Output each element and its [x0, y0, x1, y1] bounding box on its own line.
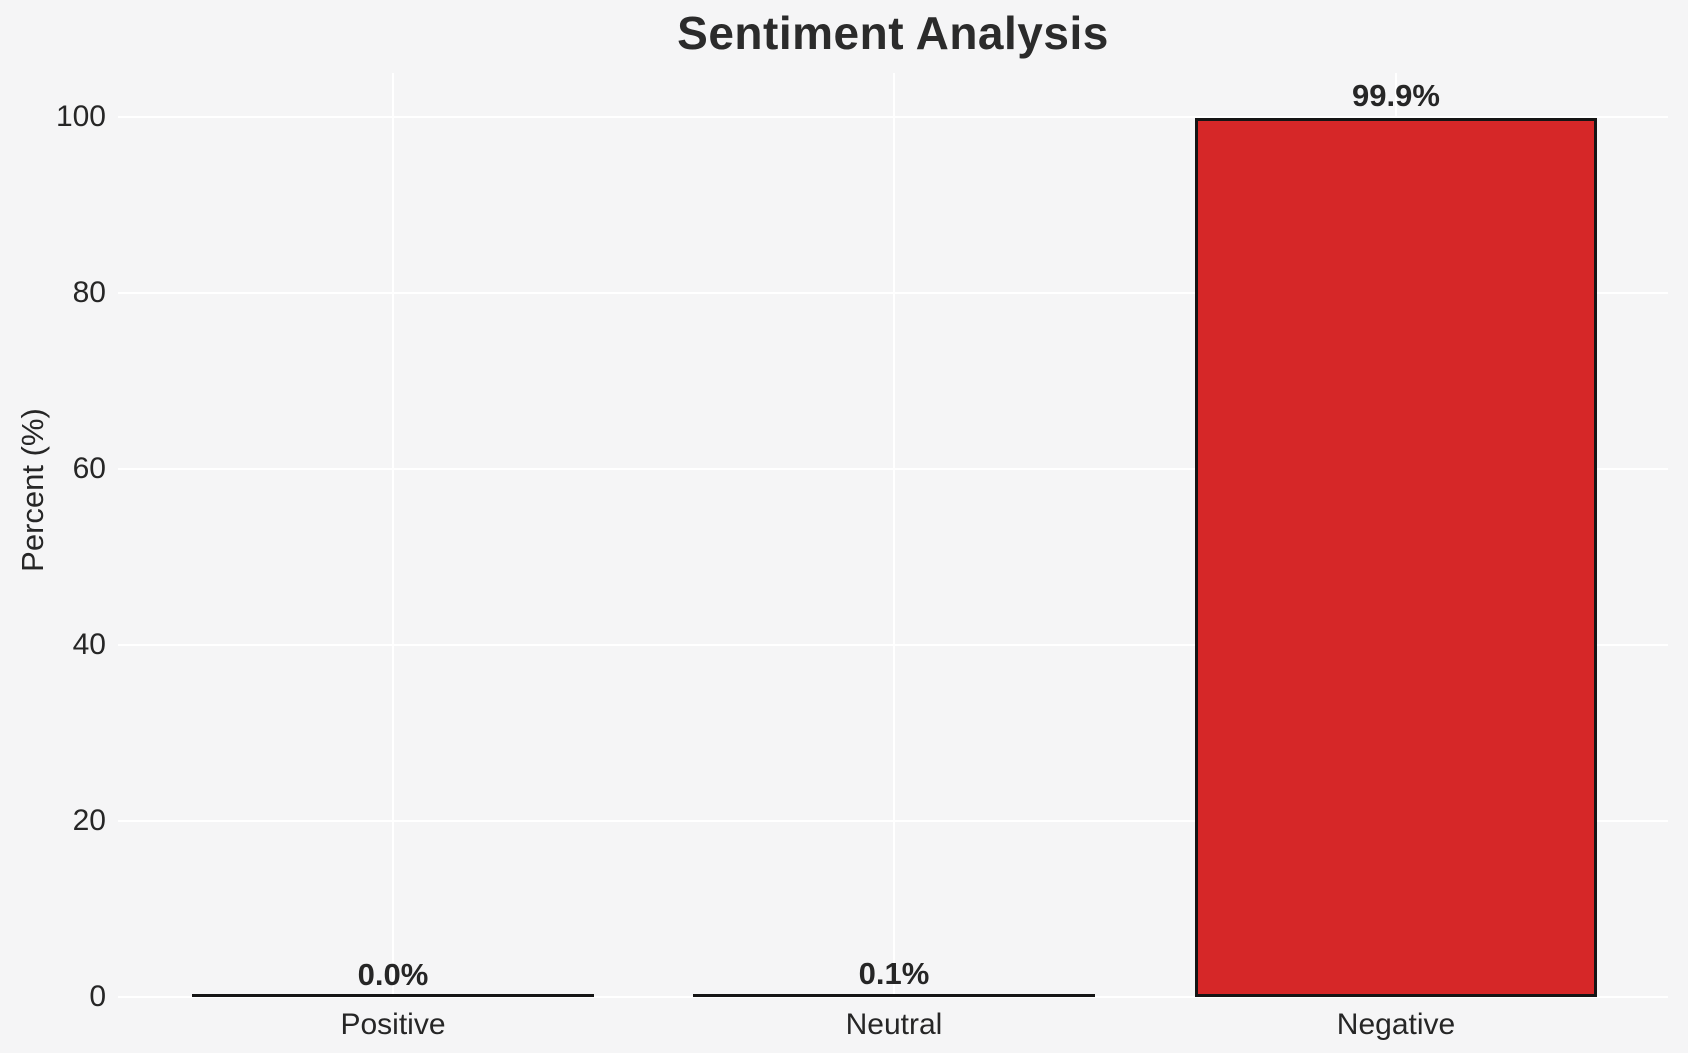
h-gridline-0	[118, 996, 1668, 998]
v-gridline-neutral	[893, 73, 895, 997]
bar-negative	[1195, 118, 1597, 997]
y-tick-label-100: 100	[55, 100, 106, 133]
y-tick-label-20: 20	[72, 804, 106, 837]
x-tick-label-neutral: Neutral	[845, 1008, 943, 1041]
bar-value-label-positive: 0.0%	[357, 957, 429, 992]
bar-neutral	[693, 994, 1095, 997]
bar-value-label-neutral: 0.1%	[858, 956, 930, 991]
chart-title: Sentiment Analysis	[677, 7, 1109, 59]
x-tick-label-positive: Positive	[340, 1008, 446, 1041]
x-tick-label-negative: Negative	[1336, 1008, 1456, 1041]
bar-positive	[192, 994, 594, 997]
y-tick-label-80: 80	[72, 276, 106, 309]
v-gridline-positive	[392, 73, 394, 997]
y-tick-label-40: 40	[72, 628, 106, 661]
bar-value-label-negative: 99.9%	[1352, 78, 1440, 113]
y-axis-label: Percent (%)	[15, 408, 50, 572]
y-tick-label-60: 60	[72, 452, 106, 485]
y-tick-label-0: 0	[89, 980, 106, 1013]
